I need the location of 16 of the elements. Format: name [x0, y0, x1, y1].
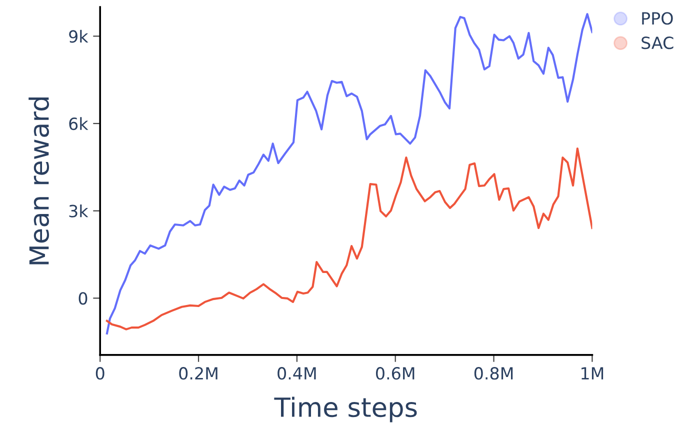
- x-tick-label: 0.4M: [278, 367, 316, 380]
- y-tick-label: 0: [78, 292, 88, 305]
- legend-label: SAC: [642, 36, 674, 50]
- legend-label: PPO: [642, 12, 673, 25]
- x-axis-title: Time steps: [274, 396, 417, 422]
- x-tick-label: 0.6M: [376, 367, 414, 380]
- y-axis-title: Mean reward: [28, 98, 50, 264]
- y-tick-label: 6k: [69, 117, 88, 130]
- y-tick-label: 3k: [69, 204, 88, 218]
- x-tick-label: 0.8M: [474, 367, 513, 380]
- line-series: [106, 13, 592, 334]
- line-series: [106, 147, 592, 330]
- y-tick-label: 9k: [69, 30, 88, 43]
- x-tick-label: 1M: [582, 367, 604, 380]
- x-tick-label: 0: [96, 367, 104, 380]
- x-tick-label: 0.2M: [179, 367, 218, 380]
